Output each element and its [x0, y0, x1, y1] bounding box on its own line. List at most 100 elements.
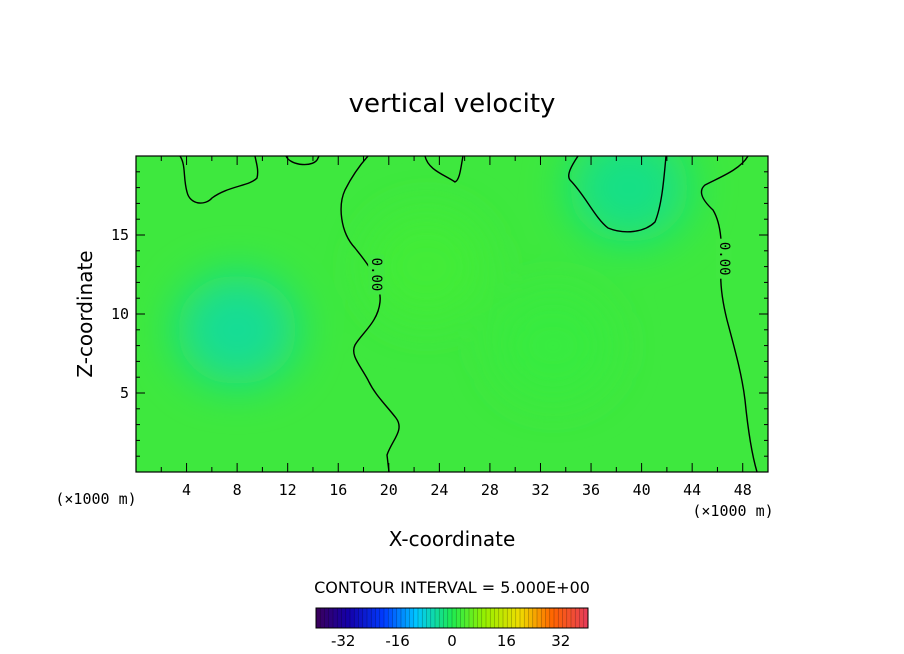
colorbar-tick-label: 16 — [497, 632, 516, 650]
colorbar-swatch — [341, 608, 347, 628]
x-tick-label: 40 — [633, 481, 651, 499]
colorbar-swatch — [507, 608, 512, 628]
x-tick-label: 48 — [734, 481, 752, 499]
colorbar-tick-label: 32 — [551, 632, 570, 650]
zero-contour-line — [568, 156, 667, 233]
colorbar-swatch — [520, 608, 525, 628]
colorbar-swatch — [541, 608, 546, 628]
colorbar-swatch — [481, 608, 487, 628]
x-tick-label: 36 — [582, 481, 600, 499]
colorbar-swatch — [333, 608, 338, 628]
y-tick-label: 10 — [111, 305, 129, 323]
x-tick-label: 4 — [182, 481, 191, 499]
colorbar-swatch — [575, 608, 580, 628]
colorbar-swatch — [498, 608, 504, 628]
colorbar-swatch — [524, 608, 529, 628]
colorbar-swatch — [316, 608, 321, 628]
colorbar-swatch — [562, 608, 568, 628]
x-tick-label: 12 — [279, 481, 297, 499]
colorbar-swatch — [375, 608, 381, 628]
colorbar-swatch — [337, 608, 342, 628]
contour-label-bg — [715, 238, 732, 279]
colorbar-swatch — [401, 608, 406, 628]
colorbar-swatch — [443, 608, 449, 628]
colorbar-swatch — [566, 608, 572, 628]
x-tick-label: 28 — [481, 481, 499, 499]
colorbar-swatch — [579, 608, 585, 628]
colorbar-swatch — [447, 608, 453, 628]
colorbar-swatch — [418, 608, 423, 628]
colorbar-swatch — [554, 608, 559, 628]
colorbar-tick-label: -16 — [385, 632, 410, 650]
colorbar-swatch — [362, 608, 368, 628]
colorbar-swatch — [439, 608, 444, 628]
x-tick-label: 16 — [329, 481, 347, 499]
zero-contour-line — [179, 156, 259, 204]
colorbar-swatch — [549, 608, 555, 628]
colorbar-swatch — [358, 608, 364, 628]
colorbar-swatch — [494, 608, 500, 628]
colorbar-swatch — [545, 608, 551, 628]
colorbar-swatch — [426, 608, 432, 628]
colorbar-frame — [315, 607, 589, 629]
colorbar-swatch — [405, 608, 410, 628]
zero-contour-line — [424, 156, 464, 183]
colorbar-swatch — [571, 608, 576, 628]
colorbar-swatch — [473, 608, 478, 628]
x-axis-label: X-coordinate — [389, 527, 516, 551]
colorbar-swatch — [379, 608, 385, 628]
contour-label: 0.00 — [716, 242, 732, 276]
contour-label: 0.00 — [368, 258, 384, 292]
colorbar-swatch — [558, 608, 563, 628]
colorbar-swatch — [583, 608, 589, 628]
colorbar-swatch — [452, 608, 457, 628]
colorbar-swatch — [354, 608, 359, 628]
contour-label-bg — [368, 254, 385, 295]
colorbar-swatch — [371, 608, 376, 628]
colorbar-swatch — [350, 608, 355, 628]
field-blob — [568, 156, 689, 243]
colorbar-swatch — [464, 608, 470, 628]
colorbar-tick-label: 0 — [447, 632, 457, 650]
zero-contour-line — [340, 156, 400, 472]
colorbar-swatch — [486, 608, 491, 628]
colorbar-swatch — [367, 608, 372, 628]
colorbar-swatch — [392, 608, 398, 628]
colorbar-swatch — [324, 608, 330, 628]
colorbar-swatch — [460, 608, 466, 628]
x-tick-label: 44 — [683, 481, 701, 499]
y-axis-label: Z-coordinate — [73, 250, 97, 377]
colorbar-swatch — [413, 608, 419, 628]
x-tick-label: 8 — [233, 481, 242, 499]
field-blob — [177, 274, 298, 385]
colorbar-swatch — [388, 608, 393, 628]
colorbar-swatch — [528, 608, 534, 628]
colorbar-swatch — [422, 608, 427, 628]
x-tick-label: 32 — [531, 481, 549, 499]
colorbar-swatch — [537, 608, 542, 628]
colorbar-swatch — [490, 608, 495, 628]
chart-title: vertical velocity — [349, 89, 556, 119]
field-blob — [366, 211, 487, 322]
contour-interval-text: CONTOUR INTERVAL = 5.000E+00 — [314, 578, 590, 597]
colorbar-swatch — [409, 608, 415, 628]
colorbar-swatch — [469, 608, 474, 628]
colorbar-swatch — [515, 608, 521, 628]
field-blob — [493, 290, 614, 401]
x-unit-left: (×1000 m) — [55, 490, 136, 508]
colorbar-swatch — [477, 608, 483, 628]
colorbar-swatch — [456, 608, 461, 628]
x-unit-right: (×1000 m) — [692, 502, 773, 520]
colorbar-swatch — [328, 608, 334, 628]
colorbar-swatch — [320, 608, 325, 628]
colorbar-swatch — [384, 608, 389, 628]
colorbar-swatch — [532, 608, 538, 628]
colorbar-swatch — [430, 608, 436, 628]
x-tick-label: 20 — [380, 481, 398, 499]
colorbar-swatch — [511, 608, 517, 628]
colorbar-swatch — [435, 608, 440, 628]
colorbar — [315, 608, 589, 628]
field-area: 0.00 0.00 — [136, 156, 768, 472]
colorbar-swatch — [396, 608, 402, 628]
